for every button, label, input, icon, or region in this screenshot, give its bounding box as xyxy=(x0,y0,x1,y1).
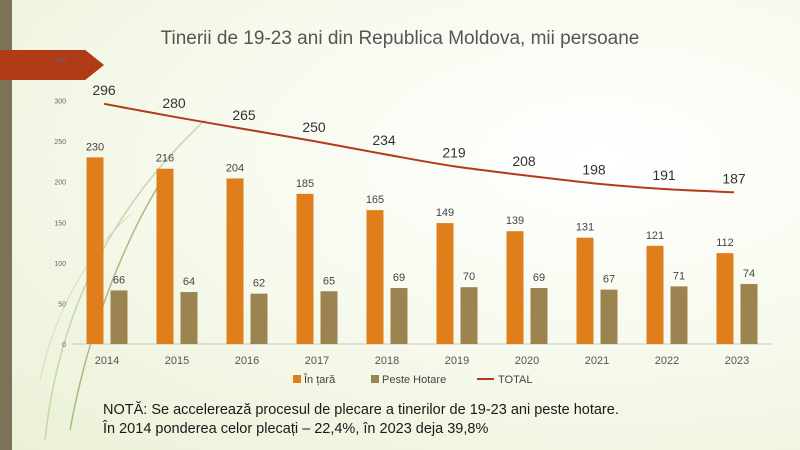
y-tick-label: 100 xyxy=(54,261,66,268)
bar-label-peste-hotare: 74 xyxy=(743,268,755,280)
bar-in-tara xyxy=(646,245,664,344)
bar-in-tara xyxy=(366,210,384,344)
x-tick-label: 2016 xyxy=(235,355,259,367)
bar-peste-hotare xyxy=(670,286,688,344)
bar-in-tara xyxy=(226,178,244,344)
total-line-label: 208 xyxy=(512,153,536,169)
red-arrow-banner xyxy=(0,50,104,80)
bar-in-tara xyxy=(156,168,174,344)
bar-peste-hotare xyxy=(460,287,478,344)
x-tick-label: 2020 xyxy=(515,355,539,367)
bar-peste-hotare xyxy=(180,292,198,344)
bar-label-in-tara: 139 xyxy=(506,215,524,227)
bar-label-peste-hotare: 69 xyxy=(533,272,545,284)
bar-in-tara xyxy=(506,231,524,344)
bar-label-in-tara: 185 xyxy=(296,178,314,190)
y-tick-label: 0 xyxy=(62,342,66,349)
bar-label-in-tara: 131 xyxy=(576,222,594,234)
bar-peste-hotare xyxy=(600,289,618,344)
bar-peste-hotare xyxy=(320,291,338,344)
bar-label-in-tara: 112 xyxy=(716,237,734,249)
y-tick-label: 150 xyxy=(54,220,66,227)
legend-label-peste-hotare: Peste Hotare xyxy=(382,374,446,386)
bar-label-peste-hotare: 70 xyxy=(463,271,475,283)
left-decor-bar xyxy=(0,0,12,450)
y-tick-label: 250 xyxy=(54,139,66,146)
x-tick-label: 2023 xyxy=(725,355,749,367)
total-line-label: 187 xyxy=(722,170,746,186)
y-tick-label: 50 xyxy=(58,301,66,308)
total-line xyxy=(103,102,735,194)
bar-label-in-tara: 149 xyxy=(436,207,454,219)
total-line-label: 250 xyxy=(302,119,326,135)
x-tick-label: 2019 xyxy=(445,355,469,367)
bar-in-tara xyxy=(576,237,594,344)
bar-label-in-tara: 165 xyxy=(366,194,384,206)
bar-label-peste-hotare: 65 xyxy=(323,275,335,287)
x-tick-label: 2017 xyxy=(305,355,329,367)
y-tick-label: 200 xyxy=(54,180,66,187)
total-line-label: 219 xyxy=(442,144,466,160)
bar-label-peste-hotare: 62 xyxy=(253,278,265,290)
note-text: NOTĂ: Se accelerează procesul de plecare… xyxy=(103,401,783,439)
bar-label-peste-hotare: 69 xyxy=(393,272,405,284)
note-line-1: NOTĂ: Se accelerează procesul de plecare… xyxy=(103,402,619,418)
bar-label-in-tara: 230 xyxy=(86,141,104,153)
total-line-label: 296 xyxy=(92,82,116,98)
bar-label-in-tara: 216 xyxy=(156,153,174,165)
y-tick-label: 300 xyxy=(54,99,66,106)
bar-in-tara xyxy=(86,157,104,344)
x-tick-label: 2014 xyxy=(95,355,119,367)
legend-swatch-in-tara xyxy=(293,375,301,383)
x-tick-label: 2022 xyxy=(655,355,679,367)
chart-title: Tinerii de 19-23 ani din Republica Moldo… xyxy=(160,28,640,49)
total-line-label: 280 xyxy=(162,95,186,111)
y-tick-label: 350 xyxy=(54,58,66,65)
bar-peste-hotare xyxy=(390,288,408,344)
bar-peste-hotare xyxy=(530,288,548,344)
bar-peste-hotare xyxy=(110,290,128,344)
total-line-label: 198 xyxy=(582,161,606,177)
bar-in-tara xyxy=(296,193,314,344)
bar-label-peste-hotare: 67 xyxy=(603,274,615,286)
bar-label-peste-hotare: 71 xyxy=(673,270,685,282)
total-line-label: 191 xyxy=(652,167,676,183)
x-tick-label: 2018 xyxy=(375,355,399,367)
total-line-label: 265 xyxy=(232,107,256,123)
note-line-2: În 2014 ponderea celor plecați – 22,4%, … xyxy=(103,421,489,437)
bar-in-tara xyxy=(716,253,734,344)
bar-in-tara xyxy=(436,223,454,344)
bar-peste-hotare xyxy=(250,293,268,344)
legend-label-total: TOTAL xyxy=(498,374,532,386)
bar-peste-hotare xyxy=(740,283,758,344)
legend-label-in-tara: În țară xyxy=(303,373,336,386)
bar-label-peste-hotare: 66 xyxy=(113,274,125,286)
x-tick-label: 2021 xyxy=(585,355,609,367)
bar-label-in-tara: 121 xyxy=(646,230,664,242)
x-tick-label: 2015 xyxy=(165,355,189,367)
legend-swatch-peste-hotare xyxy=(371,375,379,383)
bar-label-peste-hotare: 64 xyxy=(183,276,195,288)
total-line-label: 234 xyxy=(372,132,396,148)
bar-label-in-tara: 204 xyxy=(226,162,244,174)
